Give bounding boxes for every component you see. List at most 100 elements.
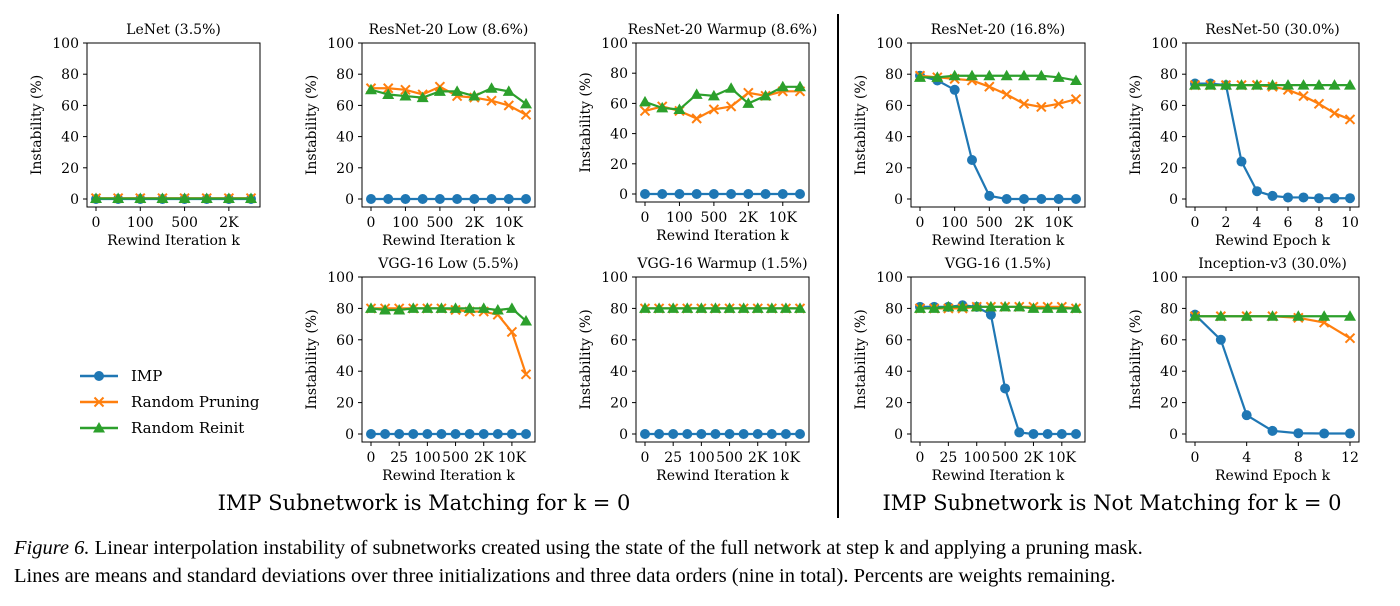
chart-panel-vgg-16-low-5-5: VGG-16 Low (5.5%) 0 20 40 60 80 100 Instability… bbox=[304, 256, 536, 484]
data-point bbox=[90, 192, 102, 204]
data-point bbox=[491, 303, 504, 315]
x-tick-label: 6 bbox=[1284, 215, 1293, 231]
legend-entry-random-pruning: Random Pruning bbox=[80, 393, 260, 411]
x-tick-label: 2K bbox=[1014, 215, 1034, 231]
data-point bbox=[503, 194, 514, 204]
series-random-reinit bbox=[365, 82, 532, 109]
data-point bbox=[450, 429, 461, 439]
series-imp bbox=[1190, 309, 1355, 439]
data-point bbox=[956, 300, 969, 312]
axes-frame bbox=[635, 276, 810, 443]
data-point bbox=[1001, 89, 1012, 100]
data-point bbox=[156, 192, 169, 204]
data-point bbox=[383, 194, 394, 204]
y-tick-label: 100 bbox=[1151, 270, 1178, 286]
x-axis-label: Rewind Iteration k bbox=[656, 468, 789, 484]
y-tick-label: 80 bbox=[336, 67, 354, 83]
data-point bbox=[521, 194, 531, 204]
figure-caption: Figure 6. Linear interpolation instabili… bbox=[14, 534, 1394, 590]
chart-title: ResNet-20 Low (8.6%) bbox=[369, 22, 529, 38]
x-tick-label: 500 bbox=[716, 450, 743, 466]
y-tick-label: 60 bbox=[61, 98, 79, 114]
chart-title: VGG-16 (1.5%) bbox=[944, 256, 1051, 272]
x-tick-label: 500 bbox=[427, 215, 454, 231]
y-tick-label: 0 bbox=[1169, 427, 1178, 443]
data-point bbox=[433, 85, 446, 96]
y-tick-label: 60 bbox=[336, 333, 354, 349]
y-tick-label: 40 bbox=[61, 130, 79, 146]
y-tick-label: 0 bbox=[619, 427, 628, 443]
series-imp bbox=[1190, 78, 1355, 204]
x-tick-label: 0 bbox=[916, 450, 925, 466]
data-point bbox=[379, 303, 392, 315]
data-point bbox=[1329, 107, 1340, 119]
data-point bbox=[1235, 79, 1248, 90]
data-point bbox=[1318, 310, 1331, 321]
y-tick-label: 60 bbox=[885, 98, 903, 114]
y-axis-label: Instability (%) bbox=[578, 309, 594, 409]
series-line bbox=[919, 74, 1077, 109]
x-axis-label: Rewind Epoch k bbox=[1215, 468, 1331, 484]
y-tick-label: 0 bbox=[70, 192, 79, 208]
data-point bbox=[1035, 69, 1048, 81]
data-point bbox=[726, 189, 737, 199]
y-tick-label: 80 bbox=[61, 67, 79, 83]
legend-marker bbox=[93, 422, 105, 433]
x-tick-label: 500 bbox=[976, 215, 1003, 231]
x-axis-label: Rewind Iteration k bbox=[107, 233, 240, 249]
data-point bbox=[1071, 194, 1081, 204]
x-tick-label: 10K bbox=[1045, 215, 1074, 231]
data-point bbox=[681, 302, 694, 313]
data-point bbox=[1071, 429, 1081, 439]
data-point bbox=[1055, 302, 1068, 313]
data-point bbox=[1240, 310, 1253, 321]
y-tick-label: 100 bbox=[601, 270, 628, 286]
data-point bbox=[1266, 310, 1279, 321]
legend: IMP Random Pruning Random Reinit bbox=[80, 367, 260, 437]
x-axis-label: Rewind Iteration k bbox=[382, 468, 515, 484]
data-point bbox=[469, 194, 480, 204]
data-point bbox=[1013, 300, 1026, 312]
data-point bbox=[1345, 193, 1355, 204]
data-point bbox=[794, 80, 806, 92]
x-tick-label: 500 bbox=[992, 450, 1019, 466]
series-line bbox=[644, 90, 800, 120]
right-group-label: IMP Subnetwork is Not Matching for k = 0 bbox=[883, 491, 1342, 515]
data-point bbox=[366, 194, 376, 204]
chart-title: ResNet-50 (30.0%) bbox=[1205, 22, 1340, 38]
y-tick-label: 60 bbox=[1160, 333, 1178, 349]
chart-panel-inception-v3-30-0: Inception-v3 (30.0%)020406080100Instabil… bbox=[1128, 256, 1360, 484]
y-tick-label: 20 bbox=[336, 161, 354, 177]
data-point bbox=[1283, 192, 1293, 203]
y-axis-label: Instability (%) bbox=[853, 309, 869, 409]
x-tick-label: 500 bbox=[701, 210, 728, 226]
x-tick-label: 500 bbox=[171, 215, 198, 231]
x-tick-label: 2 bbox=[1222, 215, 1231, 231]
data-point bbox=[1313, 79, 1325, 90]
data-point bbox=[383, 83, 394, 94]
legend-entry-imp: IMP bbox=[80, 367, 162, 385]
x-tick-label: 0 bbox=[367, 450, 376, 466]
data-point bbox=[691, 113, 702, 124]
data-point bbox=[506, 326, 518, 338]
data-point bbox=[520, 369, 532, 380]
data-point bbox=[365, 83, 377, 95]
data-point bbox=[486, 95, 497, 106]
y-tick-label: 40 bbox=[1160, 364, 1178, 380]
y-tick-label: 0 bbox=[619, 187, 628, 203]
series-line bbox=[920, 74, 1077, 82]
data-point bbox=[1220, 79, 1232, 90]
data-point bbox=[486, 194, 497, 204]
data-point bbox=[984, 300, 997, 312]
data-point bbox=[520, 314, 532, 326]
data-point bbox=[1000, 69, 1013, 81]
y-tick-label: 40 bbox=[885, 364, 903, 380]
data-point bbox=[1267, 425, 1278, 436]
data-point bbox=[640, 429, 650, 439]
y-tick-label: 80 bbox=[1160, 67, 1178, 83]
data-point bbox=[725, 101, 737, 112]
series-line bbox=[370, 87, 527, 105]
y-axis-label: Instability (%) bbox=[304, 75, 320, 175]
y-axis-label: Instability (%) bbox=[853, 75, 869, 175]
data-point bbox=[394, 429, 405, 439]
